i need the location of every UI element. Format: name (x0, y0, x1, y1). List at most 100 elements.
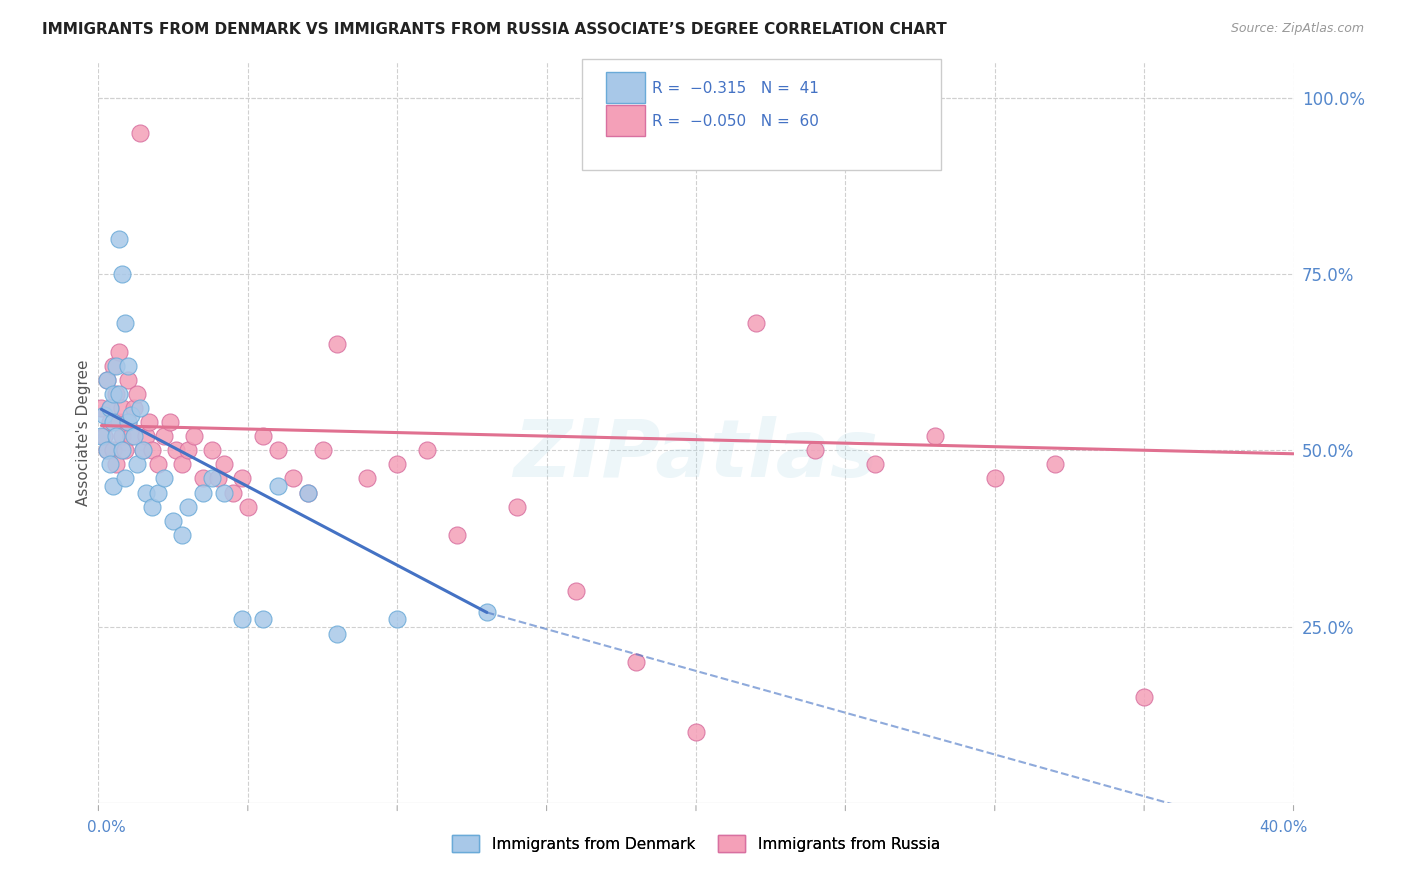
Point (326, 626, 349, 640)
Y-axis label: Associate's Degree: Associate's Degree (76, 359, 91, 506)
Point (984, 471, 1007, 485)
Point (231, 612, 253, 626)
Point (103, 359, 125, 373)
Point (90, 429, 112, 443)
Point (129, 126, 152, 140)
Point (96, 443, 118, 458)
Point (105, 387, 128, 401)
Point (135, 429, 157, 443)
Text: IMMIGRANTS FROM DENMARK VS IMMIGRANTS FROM RUSSIA ASSOCIATE’S DEGREE CORRELATION: IMMIGRANTS FROM DENMARK VS IMMIGRANTS FR… (42, 22, 946, 37)
Point (117, 373, 139, 387)
Point (103, 478, 125, 492)
Point (865, 458, 887, 472)
Point (626, 655, 648, 669)
Point (103, 415, 125, 429)
Point (201, 471, 224, 485)
Point (96, 373, 118, 387)
Point (297, 485, 319, 500)
Point (135, 485, 157, 500)
Point (105, 359, 128, 373)
Point (231, 471, 253, 485)
Point (111, 429, 134, 443)
Point (172, 528, 194, 542)
Point (804, 443, 827, 458)
Point (148, 485, 170, 500)
Point (93, 408, 115, 422)
Point (111, 443, 134, 458)
Point (281, 471, 304, 485)
Point (98, 401, 122, 415)
Point (108, 232, 131, 246)
Point (132, 443, 155, 458)
Point (96, 443, 118, 458)
Point (267, 478, 290, 492)
Point (1133, 690, 1156, 704)
Point (132, 443, 155, 458)
Point (124, 401, 146, 415)
Point (108, 344, 131, 359)
Point (117, 359, 139, 373)
Text: R =  −0.050   N =  60: R = −0.050 N = 60 (652, 114, 818, 129)
Point (685, 725, 707, 739)
Point (172, 458, 194, 472)
Point (177, 500, 200, 514)
Point (924, 429, 946, 443)
Point (159, 415, 181, 429)
Point (111, 267, 134, 281)
Point (416, 443, 439, 458)
Point (148, 458, 170, 472)
Point (565, 584, 588, 599)
Text: R =  −0.315   N =  41: R = −0.315 N = 41 (652, 81, 818, 95)
Point (114, 316, 136, 330)
Point (207, 471, 229, 485)
Point (96, 373, 118, 387)
Point (129, 401, 152, 415)
Legend: Immigrants from Denmark, Immigrants from Russia: Immigrants from Denmark, Immigrants from… (446, 830, 946, 858)
Point (124, 429, 146, 443)
Point (103, 387, 125, 401)
Point (506, 500, 529, 514)
Point (103, 443, 125, 458)
Point (138, 415, 160, 429)
Point (236, 500, 259, 514)
Point (252, 429, 274, 443)
Point (98, 458, 122, 472)
Point (141, 500, 163, 514)
Point (745, 316, 768, 330)
Point (98, 401, 122, 415)
Point (153, 471, 176, 485)
Point (212, 458, 235, 472)
Point (93, 429, 115, 443)
Point (105, 458, 128, 472)
Point (165, 443, 187, 458)
Point (105, 429, 128, 443)
Point (183, 429, 205, 443)
Point (191, 471, 214, 485)
Point (267, 443, 290, 458)
Point (108, 415, 131, 429)
Point (326, 337, 349, 351)
FancyBboxPatch shape (606, 72, 644, 103)
Point (177, 443, 200, 458)
Point (114, 443, 136, 458)
Point (120, 429, 142, 443)
Point (191, 485, 214, 500)
Text: Source: ZipAtlas.com: Source: ZipAtlas.com (1230, 22, 1364, 36)
Point (114, 471, 136, 485)
Point (385, 458, 409, 472)
Point (356, 471, 378, 485)
Point (111, 401, 134, 415)
Point (108, 387, 131, 401)
FancyBboxPatch shape (582, 59, 941, 169)
Point (127, 387, 149, 401)
Point (90, 401, 112, 415)
Point (385, 612, 409, 626)
Point (222, 485, 245, 500)
Point (252, 612, 274, 626)
Text: 40.0%: 40.0% (1260, 821, 1308, 835)
Point (297, 485, 319, 500)
Point (141, 443, 163, 458)
Point (162, 514, 184, 528)
Text: 0.0%: 0.0% (87, 821, 127, 835)
Point (153, 429, 176, 443)
